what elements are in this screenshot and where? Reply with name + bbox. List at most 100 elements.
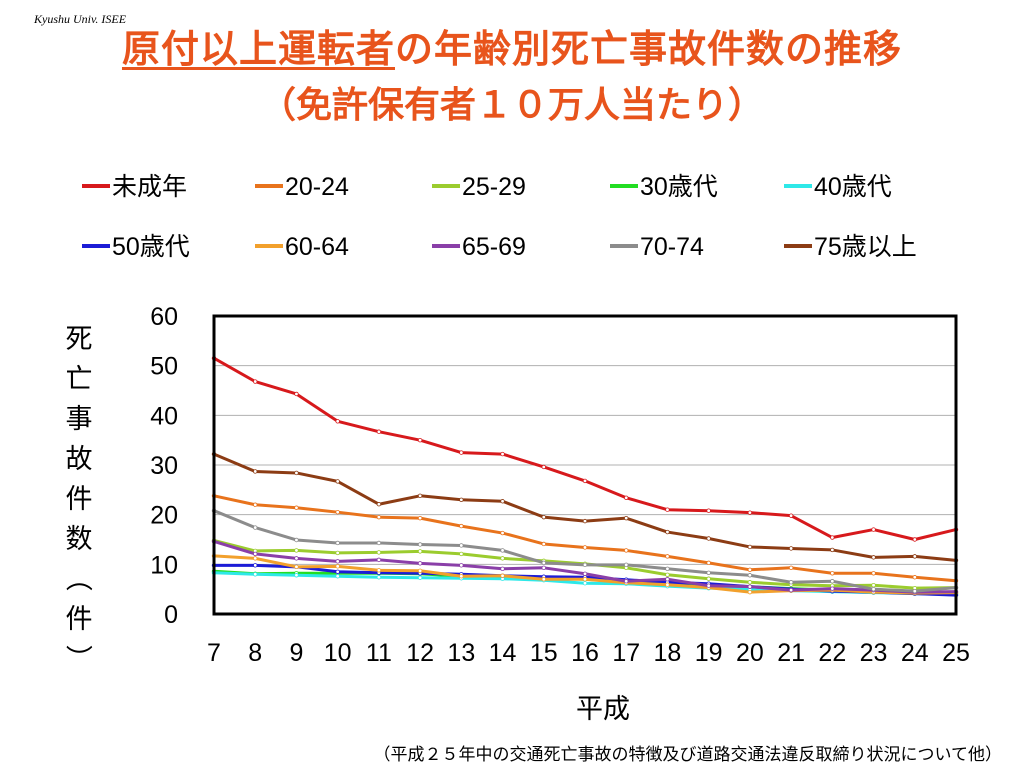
x-tick-label: 7	[207, 639, 221, 667]
data-point	[253, 525, 258, 530]
y-axis-label-char: ）	[62, 645, 93, 672]
legend-label: 25-29	[462, 173, 526, 201]
data-point	[706, 560, 711, 566]
data-point	[541, 560, 546, 566]
data-point	[582, 571, 588, 576]
x-tick-label: 23	[860, 639, 888, 667]
data-point	[459, 574, 464, 579]
legend-item: 未成年	[82, 173, 187, 201]
legend-label: 20-24	[285, 173, 349, 201]
x-tick-label: 24	[901, 639, 929, 667]
data-point	[417, 542, 423, 547]
data-point	[541, 464, 546, 470]
data-point	[747, 589, 753, 595]
data-point	[871, 527, 876, 532]
data-point	[459, 551, 464, 557]
data-point	[294, 505, 299, 510]
data-point	[417, 568, 423, 573]
data-point	[376, 514, 382, 520]
data-point	[747, 580, 753, 585]
x-tick-label: 15	[530, 639, 558, 667]
series-8	[211, 508, 959, 594]
data-point	[747, 573, 753, 578]
chart-title-underlined: 原付以上運転者	[121, 27, 395, 71]
data-point	[253, 469, 258, 474]
y-axis-label-char: 死	[66, 324, 93, 355]
x-tick-label: 22	[818, 639, 846, 667]
data-point	[335, 564, 340, 569]
data-point	[830, 586, 835, 591]
y-axis-label-char: 数	[66, 524, 93, 555]
source-note: （平成２５年中の交通死亡事故の特徴及び道路交通法違反取締り状況について他）	[373, 745, 1003, 765]
x-tick-label: 25	[942, 639, 970, 667]
data-point	[253, 556, 258, 561]
x-tick-label: 16	[571, 639, 599, 667]
series-1	[211, 493, 959, 583]
data-point	[459, 497, 464, 502]
y-tick-label: 30	[150, 452, 178, 480]
chart-title-rest: の年齢別死亡事故件数の推移	[395, 27, 903, 71]
y-axis-label-char: 故	[66, 444, 93, 475]
data-point	[500, 573, 505, 578]
x-tick-label: 21	[777, 639, 805, 667]
legend-item: 20-24	[255, 173, 349, 201]
data-point	[500, 556, 505, 561]
data-point	[459, 450, 464, 455]
x-tick-label: 13	[447, 639, 475, 667]
data-point	[376, 575, 382, 580]
data-point	[541, 514, 546, 520]
data-point	[335, 550, 340, 556]
y-tick-labels: 0 10 20 30 40 50 60	[150, 303, 178, 629]
legend-item: 65-69	[432, 233, 526, 261]
data-point	[706, 576, 711, 581]
data-point	[582, 581, 588, 586]
data-point	[253, 572, 258, 577]
data-point	[706, 583, 711, 588]
data-point	[294, 564, 299, 570]
data-point	[830, 571, 835, 576]
legend-item: 50歳代	[82, 233, 190, 261]
data-point	[376, 502, 382, 507]
y-tick-label: 60	[150, 303, 178, 331]
legend-item: 70-74	[610, 233, 704, 261]
data-point	[871, 586, 876, 592]
legend-label: 50歳代	[112, 233, 190, 261]
data-point	[788, 587, 794, 593]
data-point	[747, 584, 753, 589]
data-point	[417, 561, 423, 566]
data-point	[706, 508, 711, 513]
y-tick-label: 0	[164, 601, 178, 629]
data-point	[830, 547, 835, 553]
data-point	[665, 582, 670, 587]
line-chart: 未成年 20-24 25-29 30歳代 40歳代 50歳代 60-64 65-69 70-74…	[62, 173, 970, 725]
data-point	[624, 495, 629, 500]
data-point	[747, 544, 753, 550]
legend: 未成年 20-24 25-29 30歳代 40歳代 50歳代 60-64 65-69 70-74…	[82, 173, 917, 261]
y-axis-label-char: 件	[66, 484, 93, 515]
data-point	[335, 569, 340, 574]
data-point	[335, 419, 340, 424]
data-point	[830, 535, 835, 540]
data-point	[665, 554, 670, 559]
data-point	[253, 563, 258, 568]
data-point	[541, 565, 546, 571]
y-axis-label-char: 件	[66, 604, 93, 635]
y-tick-label: 50	[150, 353, 178, 381]
data-point	[665, 529, 670, 535]
data-point	[871, 582, 876, 588]
data-point	[788, 580, 794, 585]
data-point	[335, 540, 340, 546]
data-point	[417, 515, 423, 521]
data-point	[912, 588, 917, 594]
y-axis-label-char: 事	[66, 404, 93, 435]
legend-item: 25-29	[432, 173, 526, 201]
data-point	[582, 478, 588, 484]
data-point	[665, 507, 670, 512]
data-point	[417, 493, 423, 498]
data-point	[747, 510, 753, 515]
data-point	[294, 548, 299, 553]
series-lines	[211, 356, 959, 598]
data-point	[335, 509, 340, 515]
x-tick-label: 14	[489, 639, 517, 667]
data-point	[541, 541, 546, 547]
